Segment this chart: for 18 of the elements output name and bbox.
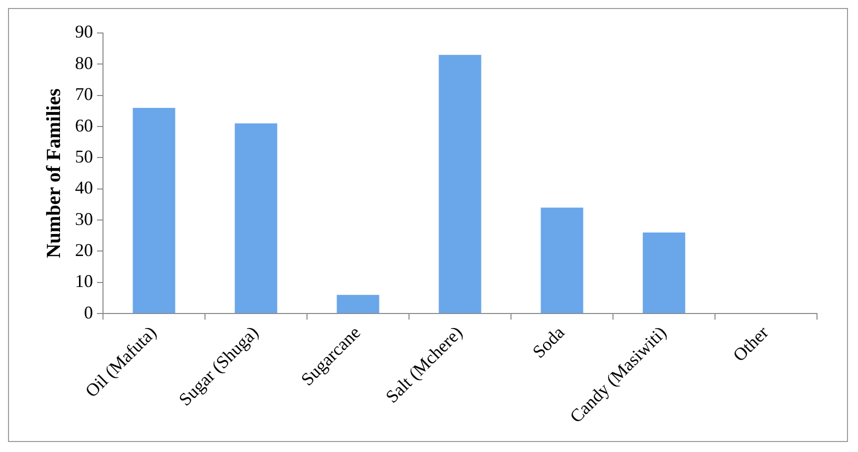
x-tick-label: Soda bbox=[528, 322, 568, 362]
bar bbox=[336, 294, 380, 314]
y-tick-label: 30 bbox=[75, 208, 93, 229]
y-tick-label: 20 bbox=[75, 240, 93, 260]
y-tick-label: 50 bbox=[75, 146, 93, 166]
y-tick-label: 0 bbox=[84, 302, 93, 322]
y-tick-label: 60 bbox=[75, 115, 93, 136]
bar bbox=[438, 54, 482, 314]
bar bbox=[540, 208, 584, 314]
y-tick-label: 90 bbox=[75, 22, 93, 42]
y-tick-label: 10 bbox=[75, 271, 93, 292]
bar bbox=[642, 232, 686, 314]
y-tick-label: 80 bbox=[75, 52, 93, 73]
y-axis-title: Number of Families bbox=[43, 88, 66, 258]
bar bbox=[234, 123, 278, 314]
bar bbox=[132, 108, 176, 314]
y-tick-label: 40 bbox=[75, 178, 93, 198]
y-tick-label: 70 bbox=[75, 84, 93, 104]
